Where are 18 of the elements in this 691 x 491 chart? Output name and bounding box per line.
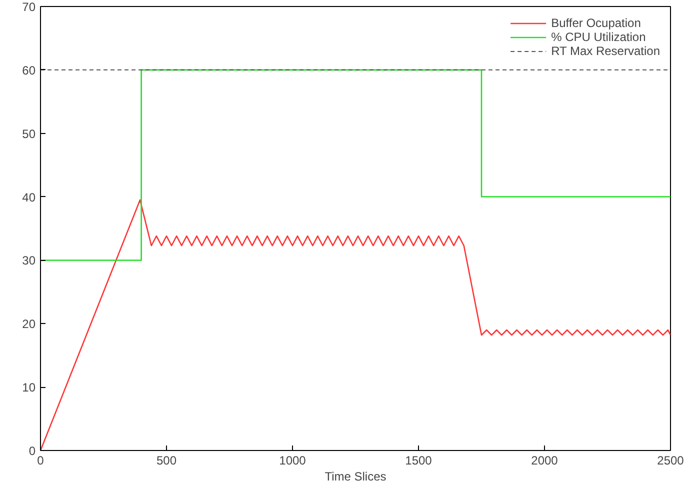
y-tick-label: 50 <box>22 126 36 141</box>
y-tick-label: 70 <box>22 0 36 14</box>
x-tick-label: 1000 <box>279 454 306 468</box>
legend-label: Buffer Ocupation <box>551 16 641 30</box>
x-tick-label: 500 <box>156 454 177 468</box>
x-tick-label: 1500 <box>405 454 432 468</box>
y-tick-label: 20 <box>22 317 36 332</box>
legend-label: RT Max Reservation <box>551 44 660 58</box>
legend-label: % CPU Utilization <box>551 30 646 44</box>
x-tick-label: 2500 <box>657 454 684 468</box>
y-tick-label: 60 <box>22 63 36 78</box>
x-tick-label: 0 <box>37 454 44 468</box>
y-tick-label: 10 <box>22 380 36 395</box>
y-tick-label: 0 <box>28 444 36 458</box>
y-tick-label: 30 <box>22 254 36 268</box>
y-tick-label: 40 <box>22 190 36 204</box>
x-axis-title: Time Slices <box>324 470 386 484</box>
x-tick-label: 2000 <box>531 454 558 468</box>
